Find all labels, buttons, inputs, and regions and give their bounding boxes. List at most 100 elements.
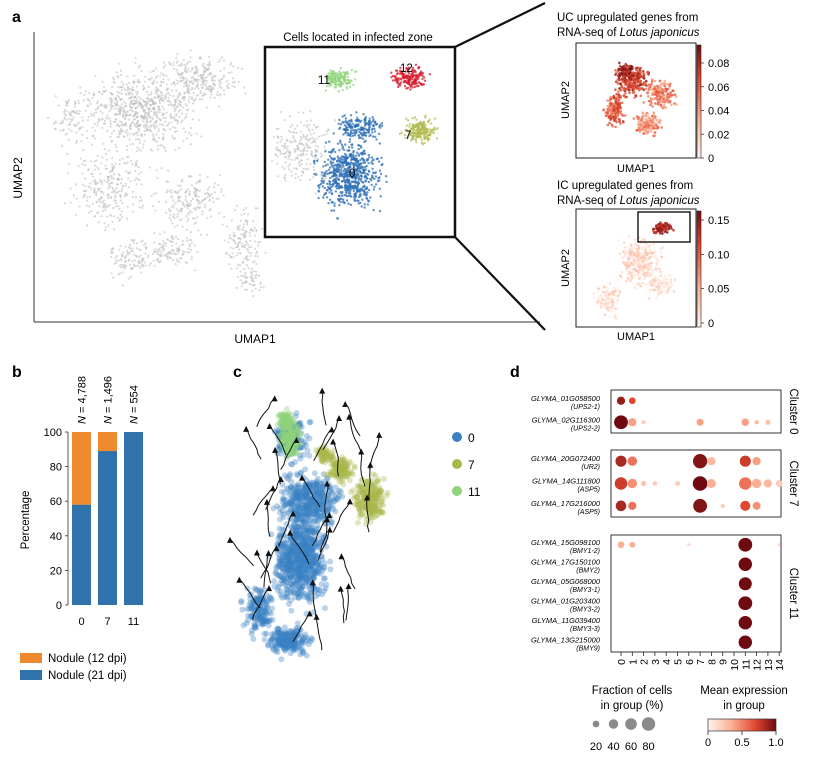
bar-series — [72, 432, 143, 605]
dotplot-frames — [610, 389, 782, 653]
color-legend-title-line2: in group — [723, 700, 765, 712]
cluster-label-11: 11 — [318, 75, 330, 87]
streamline — [312, 581, 317, 617]
streamline — [332, 500, 351, 533]
ic-blob-0 — [617, 235, 665, 292]
dot-GLYMA_17G216000-9 — [720, 503, 725, 508]
cluster-label-7: 7 — [405, 130, 411, 142]
main-umap-ylabel: UMAP2 — [11, 157, 25, 199]
uc-inset-title-line2: RNA-seq of Lotus japonicus — [557, 27, 700, 39]
velocity-legend-dot-7 — [452, 459, 462, 469]
gene-alias-GLYMA_15G098100: (BMY1-2) — [570, 548, 600, 555]
ic-inset-title-line2: RNA-seq of Lotus japonicus — [557, 195, 700, 207]
dot-GLYMA_14G111800-7 — [692, 476, 708, 491]
gray-cluster-0 — [73, 56, 209, 159]
uc-blob-2 — [642, 78, 678, 110]
dot-GLYMA_14G111800-2 — [641, 480, 647, 487]
panel-c-velocity-stream: 0 7 11 — [226, 387, 481, 663]
dotplot-x-label-8: 8 — [706, 659, 718, 665]
dot-GLYMA_01G058500-0 — [616, 396, 626, 405]
uc-colorbar-tick-label: 0 — [708, 153, 714, 165]
streamline-arrowhead — [313, 613, 320, 620]
streamline-arrowhead — [243, 425, 250, 432]
dot-GLYMA_14G111800-11 — [739, 477, 752, 490]
bar-7-21dpi — [98, 451, 117, 605]
panel-label-c: c — [233, 364, 242, 381]
streamline-arrowhead — [326, 512, 333, 519]
streamline — [317, 528, 331, 561]
gray-cluster-3 — [154, 167, 229, 236]
streamline-arrowhead — [271, 395, 278, 402]
dot-GLYMA_14G111800-3 — [652, 481, 658, 486]
dotplot-x-label-9: 9 — [718, 659, 730, 665]
streamline — [278, 512, 294, 547]
dot-GLYMA_17G150100-11 — [738, 557, 753, 571]
streamline-arrowhead — [272, 446, 279, 453]
streamline — [265, 477, 282, 510]
ic-colorbar — [696, 210, 702, 328]
dot-GLYMA_02G116300-0 — [614, 415, 628, 430]
gene-id-GLYMA_14G111800: GLYMA_14G111800 — [532, 477, 601, 486]
bar-y-axis: 0 20 40 60 80 100 — [44, 427, 69, 612]
gray-cluster-8 — [47, 92, 94, 147]
gray-cluster-2 — [63, 148, 158, 232]
dot-GLYMA_15G098100-6 — [687, 543, 691, 547]
streamline — [252, 486, 274, 516]
streamline-arrowhead — [266, 422, 273, 429]
dotplot-x-label-13: 13 — [763, 659, 775, 671]
gray-cluster-9 — [235, 266, 265, 298]
uc-expression-cloud — [602, 61, 678, 138]
streamline — [260, 546, 277, 579]
velocity-cell-cloud — [238, 405, 391, 663]
size-legend-title-line2: in group (%) — [601, 700, 664, 712]
legend-swatch-21dpi — [20, 670, 42, 680]
gene-id-GLYMA_01G203400: GLYMA_01G203400 — [531, 596, 601, 605]
velocity-legend-dot-11 — [452, 486, 462, 496]
cluster-12-points — [390, 63, 431, 91]
streamline — [256, 551, 272, 584]
panel-label-b: b — [12, 364, 22, 381]
size-legend-dot-40 — [608, 719, 619, 729]
dot-GLYMA_15G098100-1 — [629, 541, 636, 548]
size-legend-label-40: 40 — [607, 741, 619, 753]
streamline — [366, 496, 370, 533]
streamline — [229, 538, 254, 567]
streamline — [289, 531, 310, 565]
umap-all-cells-gray — [47, 49, 337, 298]
bar-0-12dpi — [72, 432, 91, 505]
dot-GLYMA_17G216000-1 — [628, 501, 637, 510]
streamline — [263, 551, 269, 588]
streamline — [301, 476, 321, 508]
gene-alias-GLYMA_20G072400: (UR2) — [581, 464, 600, 471]
dot-GLYMA_02G116300-13 — [765, 419, 771, 425]
dot-GLYMA_14G111800-12 — [751, 478, 762, 489]
uc-inset-ylabel: UMAP2 — [560, 81, 572, 119]
dotplot-x-label-11: 11 — [740, 659, 752, 670]
dot-GLYMA_20G072400-8 — [707, 457, 716, 466]
dot-GLYMA_02G116300-12 — [754, 420, 759, 425]
streamline — [245, 427, 262, 460]
gene-alias-GLYMA_17G150100: (BMY2) — [576, 567, 600, 574]
dotplot-dots — [614, 396, 783, 649]
ic-expression-cloud — [592, 221, 677, 320]
gene-alias-GLYMA_17G216000: (ASP5) — [577, 509, 600, 516]
legend-label-21dpi: Nodule (21 dpi) — [48, 670, 127, 682]
size-legend-dot-20 — [592, 720, 600, 728]
dotplot-x-label-14: 14 — [774, 659, 786, 671]
size-legend: 20 40 60 80 — [590, 717, 656, 753]
dot-GLYMA_15G098100-0 — [617, 541, 625, 549]
dotplot-group-label-1: Cluster 7 — [787, 460, 799, 506]
streamline-arrowhead — [273, 545, 280, 552]
streamline-arrowhead — [346, 498, 353, 505]
streamline-arrowhead — [337, 585, 344, 592]
size-legend-label-60: 60 — [625, 741, 637, 753]
uc-colorbar — [696, 44, 702, 159]
dotplot-x-label-0: 0 — [616, 659, 628, 665]
bar-category-0: 0 — [78, 616, 84, 628]
zoom-connector-bottom — [454, 236, 546, 331]
uc-blob-4 — [617, 61, 634, 81]
legend-swatch-12dpi — [20, 653, 42, 663]
legend-label-12dpi: Nodule (12 dpi) — [48, 653, 127, 665]
dot-GLYMA_15G098100-11 — [738, 537, 753, 552]
gene-alias-GLYMA_01G058500: (UPS2-1) — [571, 404, 600, 411]
